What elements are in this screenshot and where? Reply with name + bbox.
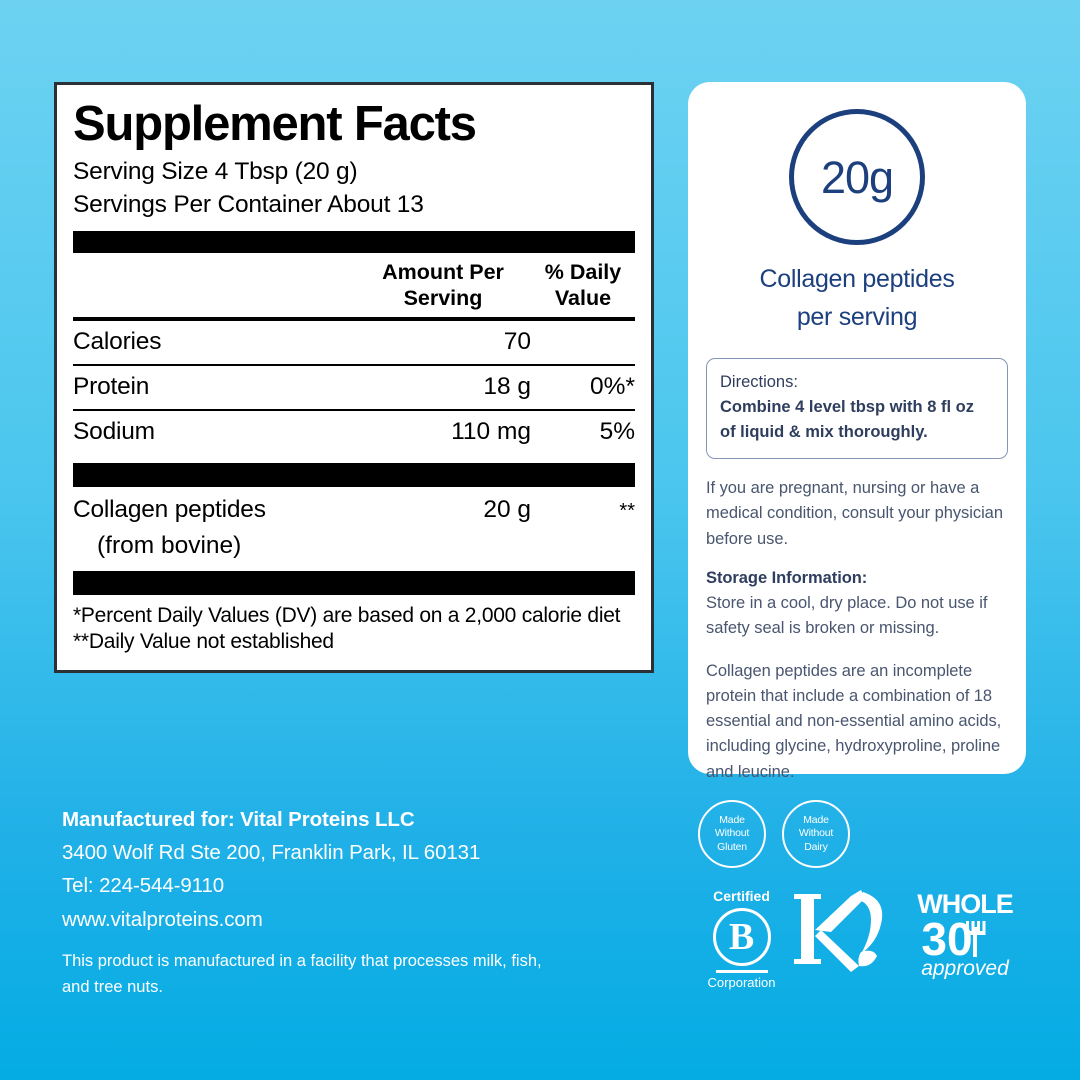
badge-value: 20g <box>820 151 894 203</box>
bcorp-stem <box>715 969 768 973</box>
gluten-badge-line2: Without <box>714 827 750 840</box>
nutrient-amount: 70 <box>503 327 531 355</box>
footnotes: *Percent Daily Values (DV) are based on … <box>73 595 635 656</box>
kosher-k-logo-icon <box>789 882 901 990</box>
supplement-facts-panel: Supplement Facts Serving Size 4 Tbsp (20… <box>54 82 654 674</box>
badge-caption-line1: Collagen peptides <box>759 265 955 293</box>
directions-text: Combine 4 level tbsp with 8 fl oz of liq… <box>720 398 974 442</box>
badge-caption-line2: per serving <box>796 302 918 331</box>
product-info-card: 20g Collagen peptides per serving Direct… <box>688 82 1026 781</box>
made-without-dairy-icon: Made Without Dairy <box>782 800 850 868</box>
ingredient-name: Collagen peptides <box>73 495 266 523</box>
column-header-dv-line2: Value <box>554 286 612 311</box>
nutrient-name: Sodium <box>73 417 155 445</box>
manufacturer-address: 3400 Wolf Rd Ste 200, Franklin Park, IL … <box>62 841 481 865</box>
gluten-badge-line1: Made <box>719 813 745 826</box>
gluten-badge-line3: Gluten <box>717 840 747 853</box>
collagen-badge: 20g <box>706 82 1008 245</box>
manufacturer-website[interactable]: www.vitalproteins.com <box>62 907 263 931</box>
column-header-daily-value: % Daily Value <box>531 259 635 312</box>
directions-label: Directions: <box>720 373 798 391</box>
whole30-approved-logo-icon: WHOLE 30 approved <box>901 887 1029 990</box>
cert-logo-row: Certified B Corporation <box>688 882 1033 990</box>
footnote-daily-value-basis: *Percent Daily Values (DV) are based on … <box>73 603 621 627</box>
divider-bar-bottom <box>73 570 635 595</box>
storage-text: Store in a cool, dry place. Do not use i… <box>706 594 988 638</box>
divider-rule <box>73 363 635 366</box>
footnote-not-established: **Daily Value not established <box>73 630 334 654</box>
column-header-amount-line1: Amount Per <box>382 259 504 284</box>
ingredient-amount: 20 g <box>483 495 531 523</box>
dairy-badge-line3: Dairy <box>804 840 828 853</box>
ingredient-source: (from bovine) <box>97 531 242 559</box>
amino-acid-info: Collagen peptides are an incomplete prot… <box>706 661 1002 781</box>
manufacturer-phone: Tel: 224-544-9110 <box>62 874 225 898</box>
divider-rule-header <box>73 316 635 321</box>
page-title: Supplement Facts <box>73 97 477 151</box>
bcorp-letter: B <box>728 915 755 958</box>
table-row-ingredient: Collagen peptides 20 g ** <box>73 487 635 530</box>
column-header-amount-per-serving: Amount Per Serving <box>355 259 531 312</box>
whole30-line3-text: approved <box>921 957 1010 979</box>
bcorp-bottom-label: Corporation <box>707 974 776 990</box>
badge-caption: Collagen peptides per serving <box>706 261 1008 336</box>
whole30-line1-text: WHOLE <box>917 889 1013 919</box>
nutrient-amount: 18 g <box>483 372 531 400</box>
directions-box: Directions: Combine 4 level tbsp with 8 … <box>706 358 1008 460</box>
cert-circle-row: Made Without Gluten Made Without Dairy <box>688 800 1033 868</box>
storage-section: Storage Information: Store in a cool, dr… <box>706 566 1008 642</box>
made-without-gluten-icon: Made Without Gluten <box>698 800 766 868</box>
divider-bar-top <box>73 230 635 253</box>
nutrient-name: Calories <box>73 327 162 355</box>
certification-badges: Made Without Gluten Made Without Dairy C… <box>688 800 1033 1000</box>
divider-bar-middle <box>73 462 635 487</box>
column-header-amount-line2: Serving <box>403 286 483 311</box>
circle-badge-icon: 20g <box>789 109 925 245</box>
table-row: Protein 18 g 0%* <box>73 366 635 409</box>
servings-per-container-text: Servings Per Container About 13 <box>73 190 424 218</box>
column-header-dv-line1: % Daily <box>544 259 622 284</box>
table-column-headers: Amount Per Serving % Daily Value <box>73 253 635 317</box>
whole30-svg: WHOLE 30 approved <box>917 889 1014 980</box>
serving-size-text: Serving Size 4 Tbsp (20 g) <box>73 157 358 185</box>
nutrient-daily-value: 0%* <box>590 372 635 400</box>
bcorp-circle-mark: B <box>712 907 771 966</box>
dairy-badge-line1: Made <box>803 813 829 826</box>
nutrient-amount: 110 mg <box>451 417 531 445</box>
ingredient-daily-value: ** <box>619 499 635 522</box>
warning-text: If you are pregnant, nursing or have a m… <box>706 479 1003 548</box>
bcorp-top-label: Certified <box>713 888 770 905</box>
column-spacer <box>73 259 355 312</box>
manufacturer-info: Manufactured for: Vital Proteins LLC 340… <box>62 803 582 936</box>
nutrient-daily-value: 5% <box>599 417 635 445</box>
dairy-badge-line2: Without <box>798 827 834 840</box>
kosher-k-svg <box>794 890 883 972</box>
nutrient-name: Protein <box>73 372 150 400</box>
table-row: Sodium 110 mg 5% <box>73 411 635 454</box>
divider-rule <box>73 408 635 411</box>
storage-label: Storage Information: <box>706 568 868 587</box>
bcorp-logo-icon: Certified B Corporation <box>694 888 789 990</box>
allergen-notice: This product is manufactured in a facili… <box>62 952 542 996</box>
manufacturer-company: Manufactured for: Vital Proteins LLC <box>62 808 415 831</box>
table-row: Calories 70 <box>73 321 635 364</box>
whole30-line2-text: 30 <box>921 913 972 965</box>
